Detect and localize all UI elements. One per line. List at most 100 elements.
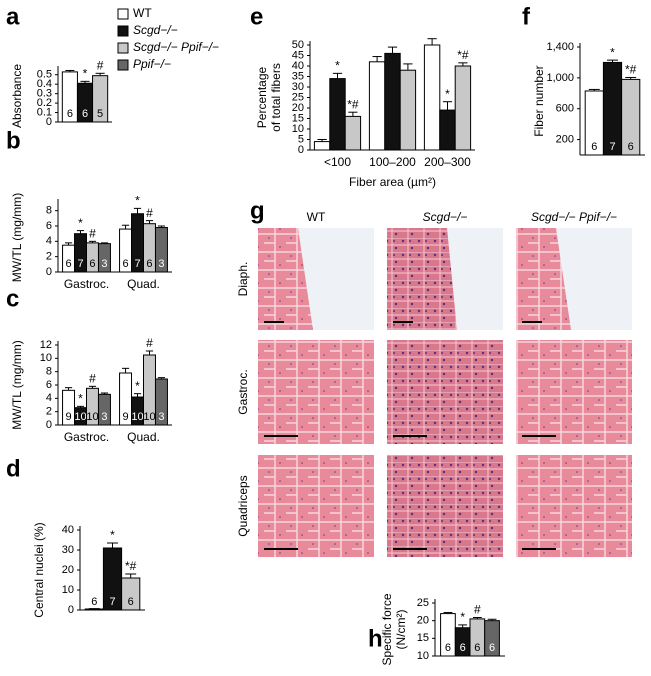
panel-letter: a xyxy=(6,3,20,30)
y-tick-label: 0.2 xyxy=(37,97,52,109)
y-tick-label: 15 xyxy=(292,112,304,124)
y-tick-label: 45 xyxy=(292,49,304,61)
n-label: 6 xyxy=(128,596,134,608)
n-label: 7 xyxy=(134,258,140,270)
n-label: 9 xyxy=(122,411,128,423)
significance-mark: * xyxy=(110,528,115,542)
n-label: 6 xyxy=(460,642,466,654)
n-label: 6 xyxy=(628,141,634,153)
panel-letter: c xyxy=(6,285,19,312)
tissue xyxy=(516,228,571,330)
column-title: Scgd−/− xyxy=(423,210,468,224)
bar xyxy=(384,52,401,151)
y-tick-label: 0 xyxy=(68,604,74,616)
significance-mark: *# xyxy=(625,63,637,77)
y-tick-label: 20 xyxy=(417,615,429,627)
y-tick-label: 35 xyxy=(292,70,304,82)
n-label: 6 xyxy=(489,642,495,654)
significance-mark: # xyxy=(89,227,96,241)
y-tick-label: 200 xyxy=(556,133,574,145)
tissue xyxy=(516,455,632,557)
n-label: 6 xyxy=(67,108,73,120)
tissue xyxy=(387,455,503,557)
y-tick-label: 10 xyxy=(62,584,74,596)
legend-label: Ppif−/− xyxy=(133,57,171,71)
y-tick-label: 30 xyxy=(292,81,304,93)
bar xyxy=(313,141,331,151)
significance-mark: *# xyxy=(457,48,469,62)
bar xyxy=(423,44,441,151)
bar xyxy=(344,115,362,151)
y-tick-label: 50 xyxy=(292,39,304,51)
y-axis-label: of total fibers xyxy=(269,63,283,132)
n-label: 6 xyxy=(146,258,152,270)
significance-mark: * xyxy=(135,379,140,393)
n-label: 6 xyxy=(591,141,597,153)
column-title: WT xyxy=(307,210,326,224)
y-tick-label: 10 xyxy=(417,650,429,662)
bar xyxy=(329,78,346,151)
x-tick-label: Quad. xyxy=(127,430,160,444)
y-tick-label: 0 xyxy=(46,116,52,128)
row-label: Gastroc. xyxy=(236,369,250,414)
y-tick-label: 6 xyxy=(46,220,52,232)
y-tick-label: 0 xyxy=(46,266,52,278)
y-axis-label: Percentage xyxy=(255,66,269,128)
y-tick-label: 40 xyxy=(62,524,74,536)
significance-mark: * xyxy=(78,216,83,230)
n-label: 3 xyxy=(101,411,107,423)
significance-mark: # xyxy=(474,603,481,617)
y-tick-label: 0 xyxy=(46,419,52,431)
n-label: 7 xyxy=(109,596,115,608)
y-tick-label: 0.3 xyxy=(37,88,52,100)
significance-mark: * xyxy=(78,392,83,406)
y-tick-label: 30 xyxy=(62,544,74,556)
y-tick-label: 25 xyxy=(417,597,429,609)
legend-swatch xyxy=(117,8,129,20)
y-tick-label: 20 xyxy=(292,102,304,114)
significance-mark: # xyxy=(146,206,153,220)
significance-mark: *# xyxy=(125,559,137,573)
tissue xyxy=(516,340,632,444)
y-axis-label: Absorbance xyxy=(10,64,24,128)
y-tick-label: 8 xyxy=(46,205,52,217)
y-axis-label: Fiber number xyxy=(532,65,546,136)
y-tick-label: 0 xyxy=(298,144,304,156)
n-label: 6 xyxy=(445,642,451,654)
n-label: 7 xyxy=(609,141,615,153)
y-tick-label: 1,400 xyxy=(546,41,574,53)
y-axis-label: Specific force xyxy=(380,593,394,665)
significance-mark: # xyxy=(97,58,104,72)
significance-mark: *# xyxy=(347,97,359,111)
significance-mark: * xyxy=(610,45,615,59)
y-tick-label: 5 xyxy=(298,133,304,145)
x-tick-label: Gastroc. xyxy=(64,277,109,291)
n-label: 5 xyxy=(97,108,103,120)
panel-letter: d xyxy=(6,455,21,482)
n-label: 6 xyxy=(89,258,95,270)
n-label: 10 xyxy=(74,411,86,423)
n-label: 3 xyxy=(158,411,164,423)
n-label: 10 xyxy=(131,411,143,423)
y-tick-label: 6 xyxy=(46,379,52,391)
y-tick-label: 4 xyxy=(46,392,52,404)
n-label: 10 xyxy=(143,411,155,423)
legend-label: Scgd−/− Ppif−/− xyxy=(133,40,219,54)
row-label: Diaph. xyxy=(236,262,250,297)
bar xyxy=(399,69,417,151)
n-label: 6 xyxy=(65,258,71,270)
x-axis-label: Fiber area (µm²) xyxy=(349,175,436,189)
panel-letter: e xyxy=(250,3,263,30)
y-tick-label: 0.5 xyxy=(37,69,52,81)
n-label: 9 xyxy=(65,411,71,423)
y-tick-label: 8 xyxy=(46,366,52,378)
y-axis-label: MW/TL (mg/mm) xyxy=(10,193,24,283)
x-tick-label: Gastroc. xyxy=(64,430,109,444)
column-title: Scgd−/− Ppif−/− xyxy=(531,210,617,224)
n-label: 10 xyxy=(86,411,98,423)
n-label: 7 xyxy=(77,258,83,270)
bar xyxy=(368,61,386,151)
x-tick-label: <100 xyxy=(324,155,351,169)
y-axis-label: Central nuclei (%) xyxy=(32,522,46,617)
y-tick-label: 2 xyxy=(46,251,52,263)
